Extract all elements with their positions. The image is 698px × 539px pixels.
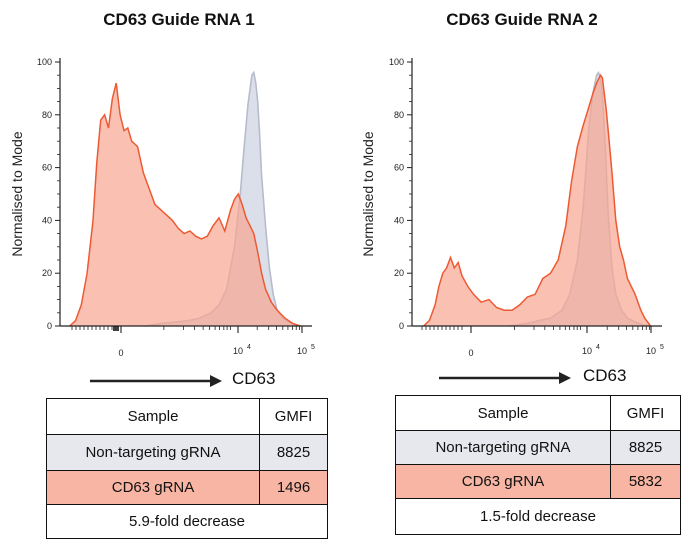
gmfi-value: 5832 [610,464,681,499]
table-footer-row: 5.9-fold decrease [46,504,328,539]
x-tick-label: 10 [233,346,243,356]
y-tick-label: 40 [42,215,52,225]
table-header-row: Sample GMFI [46,398,328,435]
y-tick-label: 100 [389,57,404,67]
table-row: Non-targeting gRNA 8825 [395,430,681,465]
chart-title: CD63 Guide RNA 2 [446,10,598,29]
y-tick-label: 80 [394,110,404,120]
x-tick-label: 0 [468,348,473,358]
table-row: Non-targeting gRNA 8825 [46,434,328,471]
table-footer-row: 1.5-fold decrease [395,498,681,535]
y-tick-label: 20 [42,268,52,278]
series-line-cd63-grna [69,82,301,327]
fold-change-text: 5.9-fold decrease [46,504,328,539]
y-tick-label: 40 [394,215,404,225]
y-tick-label: 60 [394,163,404,173]
table-row: CD63 gRNA 1496 [46,470,328,505]
x-tick-exponent: 4 [247,344,251,351]
histogram-chart: 0 20 40 60 80 100 Normalised to Mode 0 10 4 10 5 [9,57,315,358]
gmfi-table: Sample GMFI Non-targeting gRNA 8825 CD63… [395,395,681,535]
sample-name: CD63 gRNA [395,464,611,499]
column-header-sample: Sample [395,395,611,431]
y-tick-label: 60 [42,163,52,173]
column-header-sample: Sample [46,398,260,435]
table-row: CD63 gRNA 5832 [395,464,681,499]
gmfi-table: Sample GMFI Non-targeting gRNA 8825 CD63… [46,398,328,539]
y-axis-label: Normalised to Mode [9,131,25,256]
table-header-row: Sample GMFI [395,395,681,431]
series-line-cd63-grna [422,73,652,327]
gmfi-value: 8825 [259,434,328,471]
x-tick-exponent: 4 [596,344,600,351]
series-area-cd63-grna [69,83,301,326]
y-tick-label: 100 [37,57,52,67]
x-tick-label: 10 [646,346,656,356]
marker-axis: CD63 [437,363,677,393]
sample-name: Non-targeting gRNA [395,430,611,465]
x-tick-label: 10 [297,346,307,356]
right-arrow-icon [90,375,222,387]
sample-name: Non-targeting gRNA [46,434,260,471]
gmfi-value: 8825 [610,430,681,465]
x-tick-label: 0 [118,348,123,358]
y-tick-label: 20 [394,268,404,278]
y-tick-label: 0 [47,321,52,331]
series-area-non-targeting [145,72,301,326]
series-area-cd63-grna [423,75,651,326]
x-tick-label: 10 [582,346,592,356]
marker-axis: CD63 [88,366,328,396]
y-tick-label: 0 [399,321,404,331]
marker-label: CD63 [232,369,276,388]
chart-title: CD63 Guide RNA 1 [103,10,255,29]
gmfi-value: 1496 [259,470,328,505]
panel-guide-rna-1: CD63 Guide RNA 1 0 20 40 60 80 100 Normalised … [0,0,349,539]
panel-guide-rna-2: CD63 Guide RNA 2 0 20 40 60 80 100 Normalised … [349,0,698,536]
right-arrow-icon [439,372,571,384]
x-tick-exponent: 5 [311,344,315,351]
sample-name: CD63 gRNA [46,470,260,505]
column-header-gmfi: GMFI [610,395,681,431]
y-tick-label: 80 [42,110,52,120]
y-axis-label: Normalised to Mode [360,131,376,256]
histogram-chart: 0 20 40 60 80 100 Normalised to Mode 0 10 4 10 5 [360,57,664,358]
fold-change-text: 1.5-fold decrease [395,498,681,535]
marker-label: CD63 [583,366,627,385]
column-header-gmfi: GMFI [259,398,328,435]
x-tick-exponent: 5 [660,344,664,351]
